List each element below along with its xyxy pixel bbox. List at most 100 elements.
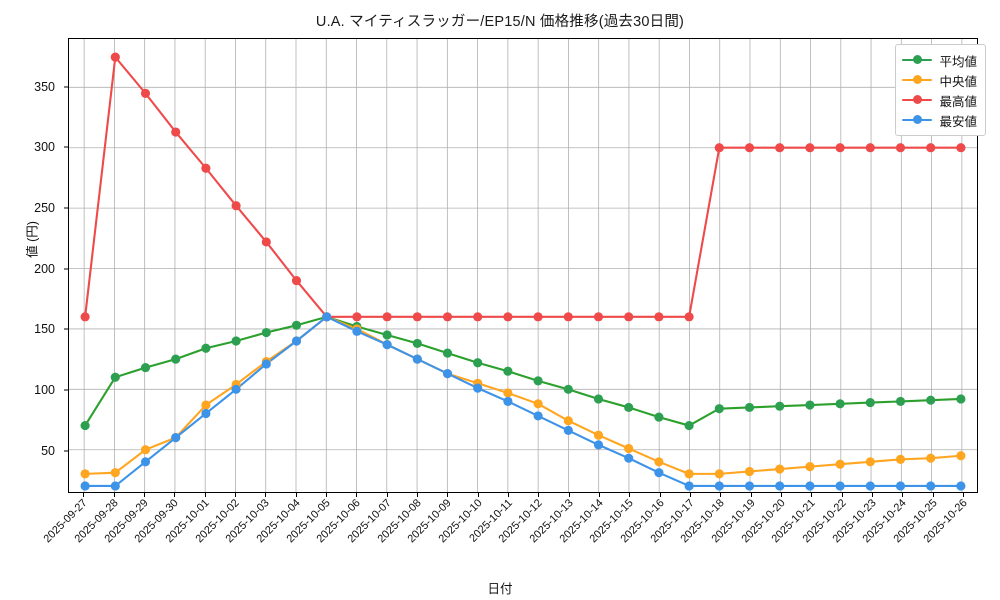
x-tick-mark [113, 493, 115, 497]
data-point [140, 445, 151, 455]
x-tick-mark [932, 493, 934, 497]
y-tick-label: 50 [41, 443, 55, 458]
data-point [744, 402, 755, 413]
data-point [926, 395, 936, 405]
data-point [654, 412, 664, 422]
y-tick-label: 150 [34, 322, 55, 337]
legend-swatch [902, 113, 933, 127]
data-point [140, 88, 151, 98]
data-point [80, 420, 90, 431]
data-point [201, 400, 211, 410]
y-tick-label: 100 [34, 382, 55, 397]
y-tick-mark [64, 450, 68, 452]
data-point [291, 336, 302, 346]
chart-legend: 平均値 中央値 最高値 最安値 [895, 44, 986, 136]
data-point [231, 201, 241, 211]
data-point [201, 408, 211, 419]
x-tick-mark [265, 493, 267, 497]
data-point [805, 481, 815, 491]
data-point [835, 143, 845, 153]
data-point [956, 451, 966, 461]
data-point [956, 394, 966, 404]
data-point [895, 143, 906, 153]
x-tick-mark [174, 493, 176, 497]
data-point [473, 358, 483, 368]
data-point [563, 384, 573, 394]
chart-title: U.A. マイティスラッガー/EP15/N 価格推移(過去30日間) [315, 14, 685, 30]
data-point [835, 481, 845, 491]
data-point [926, 481, 936, 491]
y-axis-tick-labels: 50 100 150 200 250 300 350 [0, 38, 68, 493]
x-tick-mark [871, 493, 873, 497]
data-point [291, 320, 302, 330]
data-point [865, 481, 875, 491]
data-point [171, 433, 181, 443]
data-point [110, 52, 120, 62]
data-point [744, 466, 755, 477]
data-point [956, 481, 966, 491]
data-point [684, 312, 694, 322]
x-tick-mark [689, 493, 691, 497]
data-point [412, 312, 422, 322]
x-tick-mark [83, 493, 85, 497]
x-tick-mark [477, 493, 479, 497]
data-point [865, 143, 875, 153]
x-tick-mark [538, 493, 540, 497]
data-point [865, 398, 875, 408]
x-tick-mark [841, 493, 843, 497]
data-point [80, 469, 90, 479]
x-tick-mark [507, 493, 509, 497]
data-point [533, 399, 543, 409]
x-tick-mark [386, 493, 388, 497]
data-point [563, 416, 573, 426]
y-tick-mark [64, 146, 68, 148]
data-point [563, 425, 573, 435]
data-point [593, 430, 604, 440]
data-point [412, 338, 422, 348]
data-series-layer [80, 52, 966, 491]
data-point [110, 468, 120, 478]
data-point [533, 376, 543, 386]
data-point [110, 372, 120, 382]
data-point [624, 312, 634, 322]
y-tick-mark [64, 268, 68, 270]
data-point [654, 468, 664, 478]
data-point [624, 402, 634, 413]
data-point [473, 383, 483, 393]
legend-item-2: 最高値 [902, 90, 977, 110]
x-tick-mark [962, 493, 964, 497]
x-tick-mark [750, 493, 752, 497]
y-tick-label: 250 [34, 200, 55, 215]
data-point [322, 312, 332, 322]
y-tick-mark [64, 86, 68, 88]
data-point [684, 469, 694, 479]
x-tick-mark [325, 493, 327, 497]
data-point [533, 411, 543, 421]
data-point [895, 481, 906, 491]
data-point [895, 454, 906, 464]
data-point [503, 388, 513, 398]
data-point [926, 143, 936, 153]
legend-item-1: 中央値 [902, 70, 977, 90]
data-point [714, 143, 724, 153]
data-point [835, 459, 845, 469]
data-point [956, 143, 966, 153]
data-point [805, 462, 815, 472]
data-point [684, 481, 694, 491]
data-point [865, 457, 875, 467]
legend-label: 中央値 [939, 74, 977, 89]
x-tick-mark [295, 493, 297, 497]
data-point [382, 340, 392, 350]
data-point [714, 481, 724, 491]
y-tick-label: 200 [34, 261, 55, 276]
data-point [714, 404, 724, 414]
x-tick-mark [204, 493, 206, 497]
x-tick-mark [780, 493, 782, 497]
data-point [503, 312, 513, 322]
data-point [805, 143, 815, 153]
x-tick-mark [447, 493, 449, 497]
legend-item-3: 最安値 [902, 110, 977, 130]
y-tick-mark [64, 389, 68, 391]
y-tick-label: 350 [34, 79, 55, 94]
data-point [593, 394, 604, 404]
